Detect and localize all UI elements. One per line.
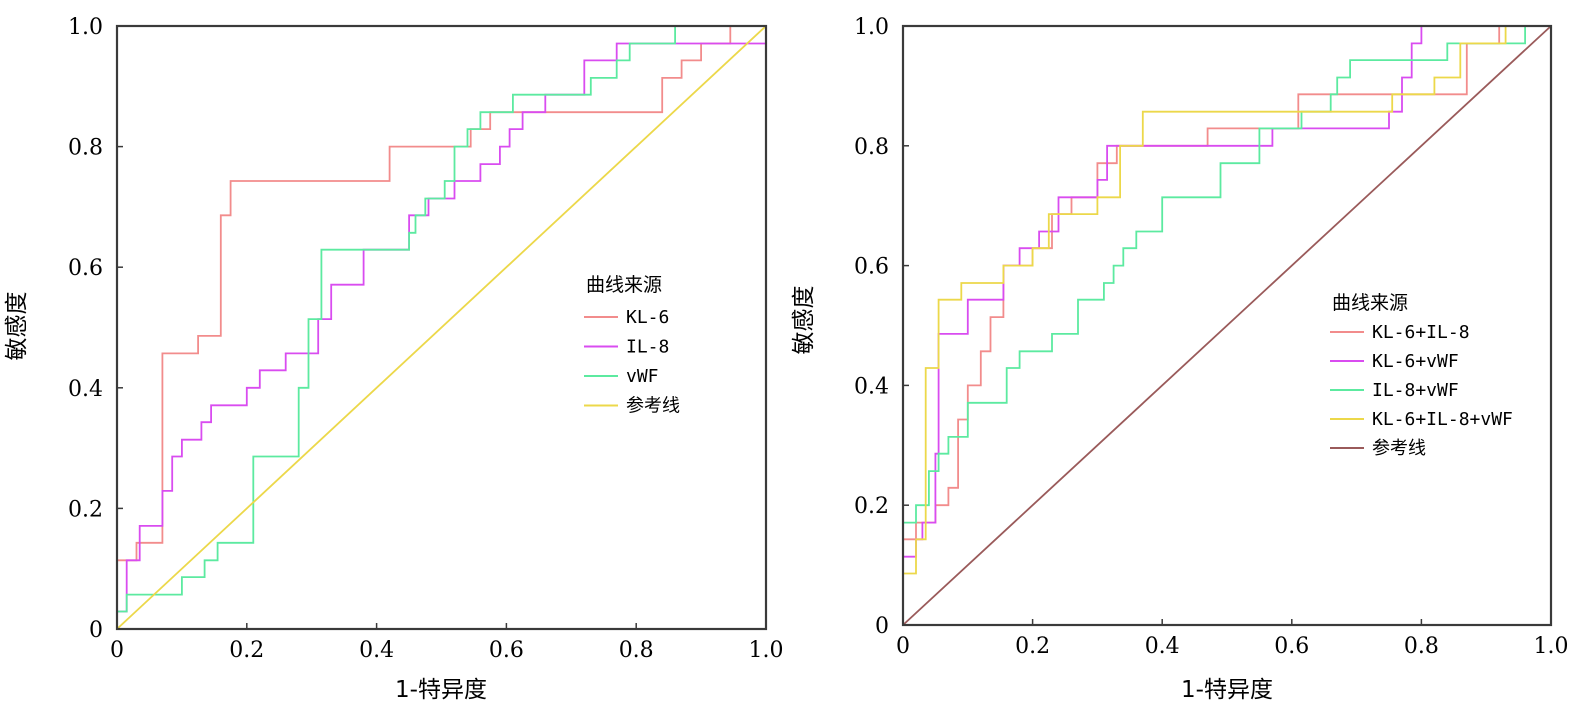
legend-title: 曲线来源 xyxy=(1332,292,1408,314)
series-line-3 xyxy=(902,25,1551,625)
y-tick-label: 0 xyxy=(875,614,889,639)
legend-label: IL-8 xyxy=(626,337,669,358)
plot-frame xyxy=(901,24,1553,627)
legend-label: 参考线 xyxy=(626,396,680,417)
x-tick-label: 0.8 xyxy=(1404,634,1439,659)
series-line-4 xyxy=(116,25,767,630)
y-tick-label: 0.4 xyxy=(68,377,103,402)
x-axis-title: 1-特异度 xyxy=(1181,677,1273,703)
y-tick-label: 0.2 xyxy=(68,497,103,522)
y-tick-label: 0.8 xyxy=(68,136,103,161)
x-tick-label: 0 xyxy=(110,638,124,663)
x-tick-label: 1.0 xyxy=(749,638,784,663)
x-tick-label: 0 xyxy=(896,634,910,659)
y-tick-label: 0.4 xyxy=(854,374,889,399)
x-tick-label: 0.4 xyxy=(1145,634,1180,659)
y-tick-label: 0.2 xyxy=(854,494,889,519)
legend-label: KL-6+IL-8 xyxy=(1372,322,1470,343)
legend: 曲线来源 KL-6 IL-8 vWF 参考线 xyxy=(584,274,680,417)
y-tick-label: 0.6 xyxy=(854,255,889,280)
x-axis-title: 1-特异度 xyxy=(395,677,487,703)
series-line-2 xyxy=(902,25,1551,625)
x-tick-label: 0.6 xyxy=(1274,634,1309,659)
series-line-4 xyxy=(902,25,1551,625)
x-tick-label: 1.0 xyxy=(1534,634,1569,659)
x-tick-label: 0.8 xyxy=(619,638,654,663)
roc-chart-single-markers: 0 0.2 0.4 0.6 0.8 1.0 0 0.2 0.4 0.6 0.8 1.0 1-特异度 敏感度… xyxy=(4,15,784,703)
roc-chart-combined-markers: 0 0.2 0.4 0.6 0.8 1.0 0 0.2 0.4 0.6 0.8 1.0 1-特异度 敏感度… xyxy=(791,15,1569,703)
legend-label: vWF xyxy=(626,366,659,387)
y-axis-title: 敏感度 xyxy=(791,286,817,355)
series-line-3 xyxy=(116,25,766,629)
plot-frame xyxy=(115,24,768,631)
series-line-2 xyxy=(116,42,766,629)
y-tick-label: 1.0 xyxy=(68,15,103,40)
legend-label: KL-6 xyxy=(626,307,669,328)
y-axis-title: 敏感度 xyxy=(4,292,30,361)
series-line-1 xyxy=(116,25,766,629)
legend-label: 参考线 xyxy=(1372,438,1426,459)
legend-label: KL-6+IL-8+vWF xyxy=(1372,409,1513,430)
x-tick-label: 0.4 xyxy=(359,638,394,663)
series-line-5 xyxy=(902,25,1552,626)
y-tick-label: 1.0 xyxy=(854,15,889,40)
y-tick-label: 0.8 xyxy=(854,135,889,160)
legend-label: KL-6+vWF xyxy=(1372,351,1459,372)
y-tick-label: 0 xyxy=(89,618,103,643)
x-tick-label: 0.2 xyxy=(229,638,264,663)
y-tick-label: 0.6 xyxy=(68,256,103,281)
legend-label: IL-8+vWF xyxy=(1372,380,1459,401)
x-tick-label: 0.6 xyxy=(489,638,524,663)
x-tick-label: 0.2 xyxy=(1015,634,1050,659)
legend-title: 曲线来源 xyxy=(586,274,662,296)
legend: 曲线来源 KL-6+IL-8 KL-6+vWF IL-8+vWF KL-6+IL-8+v… xyxy=(1330,292,1513,459)
